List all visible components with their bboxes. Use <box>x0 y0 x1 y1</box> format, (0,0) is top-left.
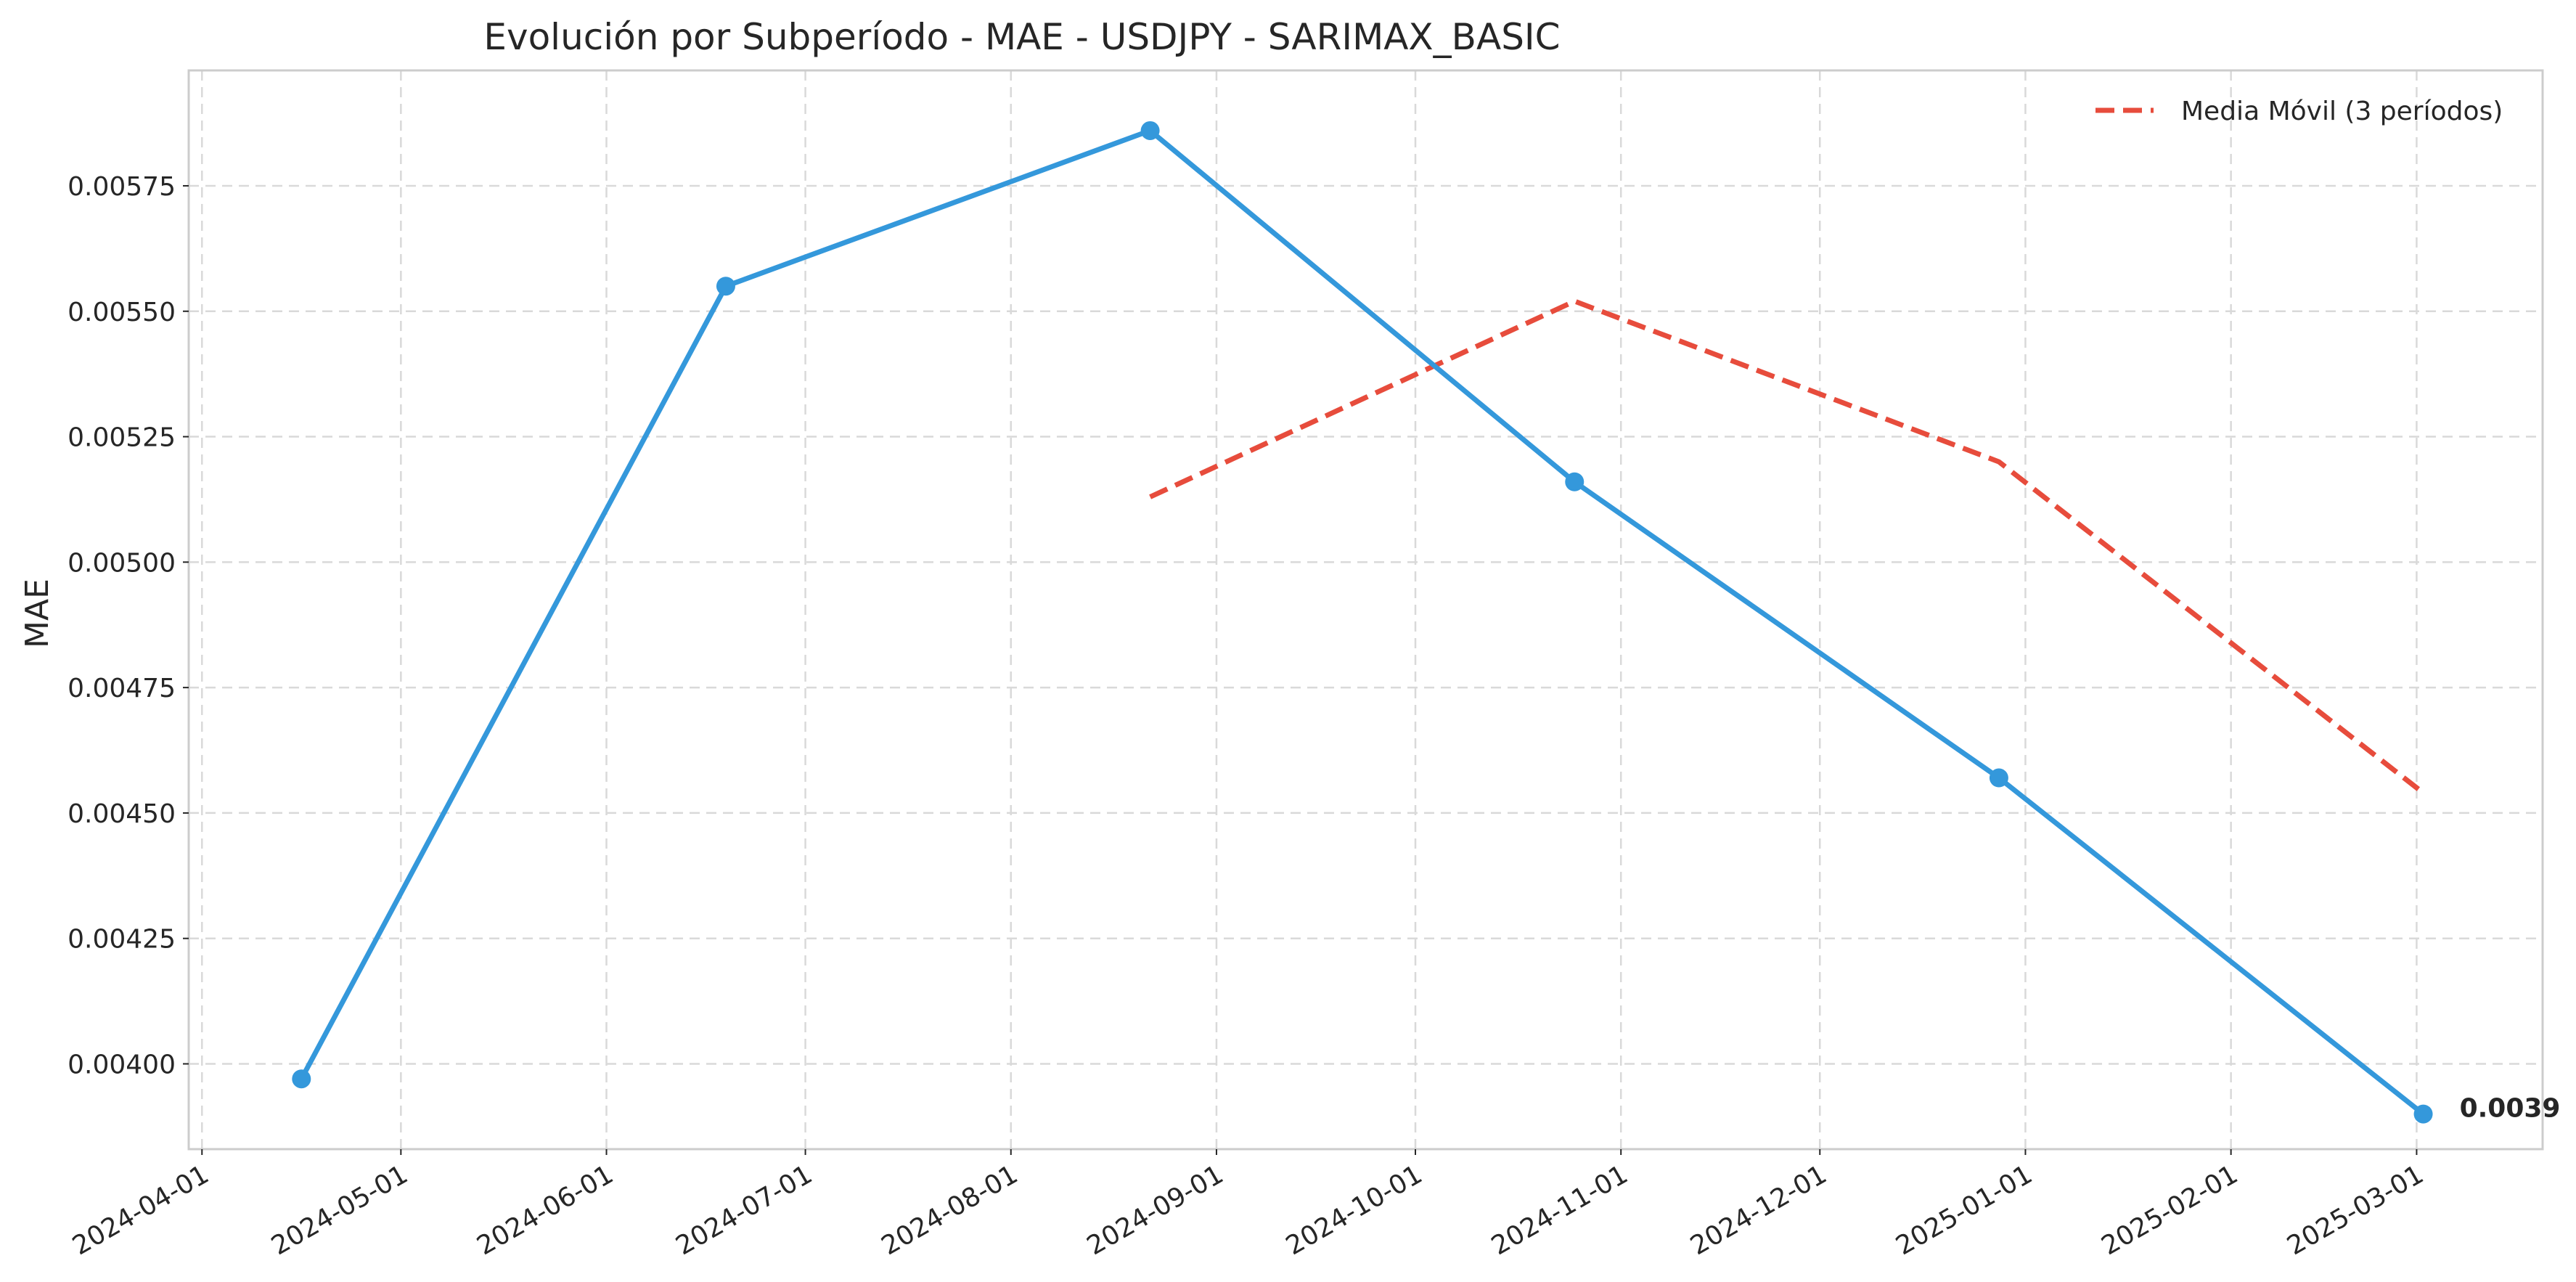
mae-line <box>299 128 2425 1116</box>
x-axis-ticks: 2024-04-01 2024-05-01 2024-06-01 2024-07-01… <box>68 1149 2429 1261</box>
data-point <box>1565 472 1585 491</box>
last-value-label: 0.0039 <box>2460 1094 2561 1124</box>
x-tick-label: 2025-02-01 <box>2096 1159 2243 1261</box>
x-tick-label: 2024-08-01 <box>877 1159 1023 1261</box>
legend-label: Media Móvil (3 períodos) <box>2181 97 2503 126</box>
moving-average-line <box>1149 298 2425 796</box>
x-tick-label: 2024-10-01 <box>1281 1159 1428 1261</box>
y-axis-ticks: 0.00400 0.00425 0.00450 0.00475 0.00500 0.005… <box>68 172 189 1080</box>
data-point <box>716 277 735 296</box>
x-tick-label: 2024-04-01 <box>68 1159 214 1261</box>
x-tick-label: 2024-09-01 <box>1082 1159 1229 1261</box>
series-layer <box>292 121 2433 1124</box>
y-tick-label: 0.00450 <box>68 799 176 829</box>
y-axis-label: MAE <box>19 579 56 648</box>
x-tick-label: 2024-05-01 <box>266 1159 413 1261</box>
annotations: 0.0039 <box>2460 1094 2561 1124</box>
y-tick-label: 0.00500 <box>68 548 176 578</box>
plot-frame <box>187 69 2544 1151</box>
x-tick-label: 2024-12-01 <box>1685 1159 1832 1261</box>
data-point <box>1989 768 2008 788</box>
x-tick-label: 2024-06-01 <box>472 1159 618 1261</box>
x-tick-label: 2024-07-01 <box>671 1159 817 1261</box>
data-point <box>292 1069 311 1089</box>
y-tick-label: 0.00475 <box>68 674 176 703</box>
data-point <box>2413 1104 2433 1124</box>
y-tick-label: 0.00550 <box>68 298 176 327</box>
x-tick-label: 2024-11-01 <box>1487 1159 1633 1261</box>
legend: Media Móvil (3 períodos) <box>2095 97 2503 126</box>
y-tick-label: 0.00400 <box>68 1050 176 1080</box>
data-point <box>1140 121 1160 140</box>
y-tick-label: 0.00525 <box>68 423 176 453</box>
x-tick-label: 2025-01-01 <box>1891 1159 2037 1261</box>
grid-layer <box>189 70 2543 1149</box>
x-tick-label: 2025-03-01 <box>2282 1159 2429 1261</box>
chart-title: Evolución por Subperíodo - MAE - USDJPY … <box>483 16 1560 58</box>
y-tick-label: 0.00575 <box>68 172 176 202</box>
y-tick-label: 0.00425 <box>68 925 176 955</box>
